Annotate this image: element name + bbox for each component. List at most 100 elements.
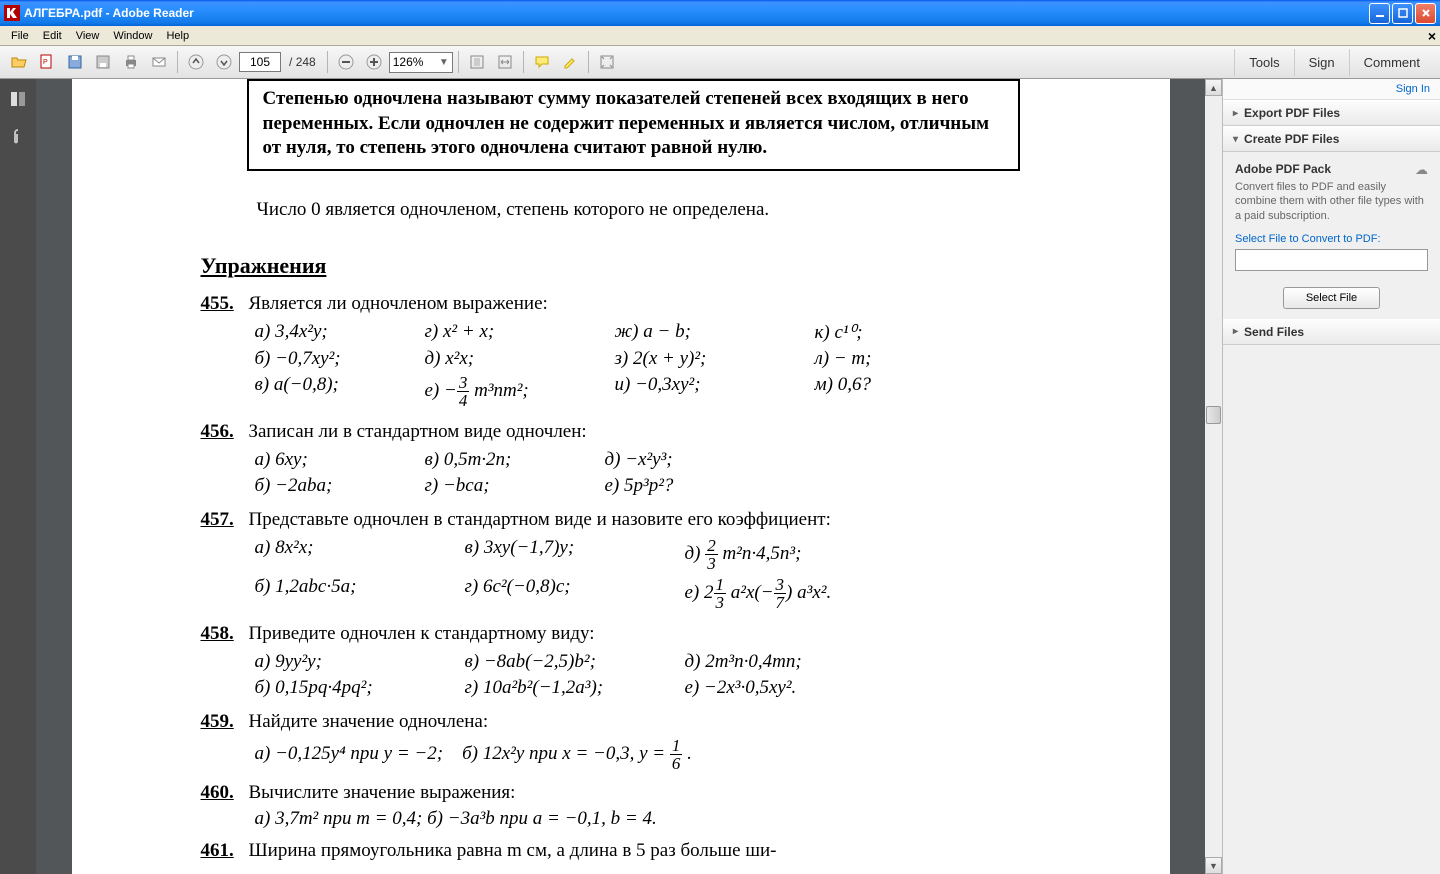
vertical-scrollbar[interactable]: ▲ ▼ xyxy=(1205,79,1222,874)
title-bar: АЛГЕБРА.pdf - Adobe Reader xyxy=(0,0,1440,26)
maximize-button[interactable] xyxy=(1392,3,1413,24)
sign-button[interactable]: Sign xyxy=(1294,49,1349,76)
pack-description: Convert files to PDF and easily combine … xyxy=(1235,180,1428,223)
select-file-button[interactable]: Select File xyxy=(1283,287,1380,309)
zoom-out-icon[interactable] xyxy=(333,50,359,74)
ex-item: а) 6xy; xyxy=(255,447,425,473)
highlight-icon[interactable] xyxy=(557,50,583,74)
send-files-section[interactable]: ▸Send Files xyxy=(1223,319,1440,345)
exercise-461: 461. Ширина прямоугольника равна m см, а… xyxy=(201,840,1110,866)
menu-edit[interactable]: Edit xyxy=(36,28,69,44)
ex-item: е) −34 m³nm²; xyxy=(425,372,615,411)
exercise-title: Найдите значение одночлена: xyxy=(249,711,1110,733)
select-file-label: Select File to Convert to PDF: xyxy=(1235,233,1428,245)
ex-item: г) 10a²b²(−1,2a³); xyxy=(465,675,685,701)
ex-item: д) 2m³n·0,4mn; xyxy=(685,649,925,675)
cloud-icon: ☁ xyxy=(1415,162,1428,178)
ex-item: а) −0,125y⁴ при y = −2; б) 12x²y при x =… xyxy=(255,737,1110,772)
pdf-page: Степенью одночлена называют сумму показа… xyxy=(72,79,1170,874)
fit-page-icon[interactable] xyxy=(464,50,490,74)
exercise-number: 455. xyxy=(201,293,249,411)
print-icon[interactable] xyxy=(118,50,144,74)
ex-item: к) c¹⁰; xyxy=(815,319,965,346)
doc-close-x[interactable]: × xyxy=(1428,28,1436,44)
export-pdf-section[interactable]: ▸Export PDF Files xyxy=(1223,100,1440,126)
ex-item: д) −x²y³; xyxy=(605,447,805,473)
minimize-button[interactable] xyxy=(1369,3,1390,24)
page-down-icon[interactable] xyxy=(211,50,237,74)
app-icon xyxy=(4,5,20,21)
zoom-in-icon[interactable] xyxy=(361,50,387,74)
page-number-input[interactable] xyxy=(239,52,281,72)
zoom-select[interactable]: 126%▼ xyxy=(389,52,453,73)
ex-item: а) 3,7m² при m = 0,4; б) −3a³b при a = −… xyxy=(255,808,1110,830)
read-mode-icon[interactable] xyxy=(594,50,620,74)
fit-width-icon[interactable] xyxy=(492,50,518,74)
create-pdf-section[interactable]: ▾Create PDF Files xyxy=(1223,126,1440,152)
main-area: Степенью одночлена называют сумму показа… xyxy=(0,79,1440,874)
scroll-track[interactable] xyxy=(1205,96,1222,857)
comment-icon[interactable] xyxy=(529,50,555,74)
pack-title: Adobe PDF Pack xyxy=(1235,162,1428,176)
attachments-icon[interactable] xyxy=(8,127,28,147)
ex-item: е) 5p³p²? xyxy=(605,473,805,499)
email-icon[interactable] xyxy=(146,50,172,74)
save-icon[interactable] xyxy=(62,50,88,74)
ex-item: б) 1,2abc·5a; xyxy=(255,574,465,613)
sign-in-link[interactable]: Sign In xyxy=(1223,79,1440,100)
separator xyxy=(177,51,178,73)
ex-item: а) 9yy²y; xyxy=(255,649,465,675)
ex-item: и) −0,3xy²; xyxy=(615,372,815,411)
definition-box: Степенью одночлена называют сумму показа… xyxy=(247,79,1020,171)
menu-file[interactable]: File xyxy=(4,28,36,44)
exercise-title: Вычислите значение выражения: xyxy=(249,782,1110,804)
exercise-457: 457. Представьте одночлен в стандартном … xyxy=(201,509,1110,613)
svg-text:P: P xyxy=(43,59,48,66)
ex-item: з) 2(x + y)²; xyxy=(615,346,815,372)
exercise-459: 459. Найдите значение одночлена: а) −0,1… xyxy=(201,711,1110,772)
toolbar: P / 248 126%▼ Tools Sign Comment xyxy=(0,46,1440,79)
scroll-up-icon[interactable]: ▲ xyxy=(1205,79,1222,96)
tools-button[interactable]: Tools xyxy=(1234,49,1293,76)
exercise-title: Представьте одночлен в стандартном виде … xyxy=(249,509,1110,531)
menu-view[interactable]: View xyxy=(69,28,107,44)
separator xyxy=(588,51,589,73)
exercise-460: 460. Вычислите значение выражения: а) 3,… xyxy=(201,782,1110,830)
ex-item: в) 0,5m·2n; xyxy=(425,447,605,473)
menu-window[interactable]: Window xyxy=(106,28,159,44)
ex-item: в) 3xy(−1,7)y; xyxy=(465,535,685,574)
menu-help[interactable]: Help xyxy=(159,28,196,44)
separator xyxy=(458,51,459,73)
close-button[interactable] xyxy=(1415,3,1436,24)
ex-item: а) 8x²x; xyxy=(255,535,465,574)
window-title: АЛГЕБРА.pdf - Adobe Reader xyxy=(24,6,1369,20)
ex-item: г) 6c²(−0,8)c; xyxy=(465,574,685,613)
ex-item: а) 3,4x²y; xyxy=(255,319,425,346)
thumbnails-icon[interactable] xyxy=(8,89,28,109)
exercise-number: 459. xyxy=(201,711,249,772)
exercise-title: Приведите одночлен к стандартному виду: xyxy=(249,623,1110,645)
ex-item: д) 23 m²n·4,5n³; xyxy=(685,535,925,574)
ex-item: б) −2aba; xyxy=(255,473,425,499)
ex-item: б) −0,7xy²; xyxy=(255,346,425,372)
ex-item: в) a(−0,8); xyxy=(255,372,425,411)
open-icon[interactable] xyxy=(6,50,32,74)
ex-item: в) −8ab(−2,5)b²; xyxy=(465,649,685,675)
comment-button[interactable]: Comment xyxy=(1349,49,1434,76)
page-up-icon[interactable] xyxy=(183,50,209,74)
exercise-number: 456. xyxy=(201,421,249,499)
save-disk-icon[interactable] xyxy=(90,50,116,74)
exercise-title: Ширина прямоугольника равна m см, а длин… xyxy=(249,840,1110,862)
exercise-number: 457. xyxy=(201,509,249,613)
ex-item: д) x²x; xyxy=(425,346,615,372)
exercise-title: Является ли одночленом выражение: xyxy=(249,293,1110,315)
create-pdf-icon[interactable]: P xyxy=(34,50,60,74)
scroll-down-icon[interactable]: ▼ xyxy=(1205,857,1222,874)
scroll-thumb[interactable] xyxy=(1206,406,1221,424)
document-viewport[interactable]: Степенью одночлена называют сумму показа… xyxy=(36,79,1205,874)
separator xyxy=(523,51,524,73)
ex-item: г) −bca; xyxy=(425,473,605,499)
zero-note: Число 0 является одночленом, степень кот… xyxy=(257,199,1020,221)
exercise-number: 461. xyxy=(201,840,249,866)
file-input[interactable] xyxy=(1235,249,1428,271)
